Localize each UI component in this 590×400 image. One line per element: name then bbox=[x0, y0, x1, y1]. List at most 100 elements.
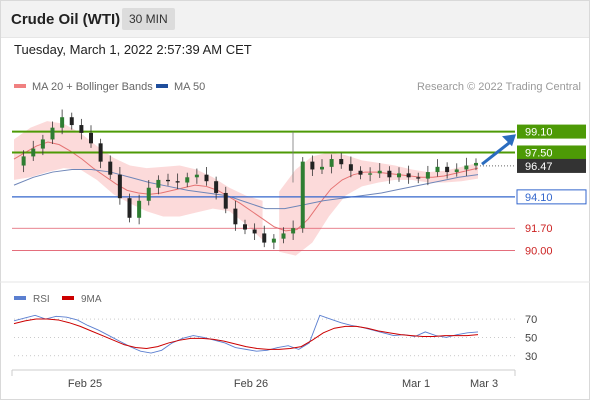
price-tag-label-90.00: 90.00 bbox=[525, 245, 553, 257]
x-tick-3: Mar 3 bbox=[470, 378, 498, 390]
copyright-note: Research © 2022 Trading Central bbox=[417, 81, 581, 93]
candle-body bbox=[60, 117, 65, 128]
candle bbox=[454, 163, 459, 177]
candle-body bbox=[454, 169, 459, 173]
candle bbox=[271, 234, 276, 250]
chart-timestamp: Tuesday, March 1, 2022 2:57:39 AM CET bbox=[14, 42, 252, 57]
forecast-arrow-head bbox=[502, 134, 516, 147]
candle-body bbox=[271, 238, 276, 243]
candle-body bbox=[348, 164, 353, 171]
rsi-tick-30: 30 bbox=[525, 351, 537, 363]
legend-swatch-1 bbox=[156, 84, 168, 88]
rsi-line bbox=[13, 314, 479, 354]
price-tag-96.47 bbox=[517, 158, 586, 173]
candle bbox=[137, 194, 142, 225]
candle-body bbox=[310, 161, 315, 170]
rsi-ma-line bbox=[13, 318, 479, 350]
candle-body bbox=[89, 132, 93, 144]
candle-body bbox=[397, 173, 401, 178]
candle bbox=[117, 166, 122, 205]
candle-body bbox=[50, 127, 55, 140]
candle-body bbox=[31, 148, 36, 157]
price-tag-97.50 bbox=[517, 145, 586, 160]
candle-body bbox=[185, 177, 190, 183]
candle bbox=[320, 159, 324, 175]
candle bbox=[108, 155, 113, 180]
candle-body bbox=[194, 174, 199, 178]
candle bbox=[166, 173, 170, 186]
price-tag-94.10 bbox=[516, 189, 587, 205]
candle bbox=[223, 186, 228, 214]
candle bbox=[127, 193, 132, 223]
candle bbox=[368, 167, 373, 182]
candle bbox=[281, 227, 286, 244]
candle bbox=[233, 200, 238, 231]
candle-body bbox=[368, 173, 373, 175]
candle bbox=[243, 219, 247, 235]
rsi-legend-label-1: 9MA bbox=[81, 294, 102, 305]
candle bbox=[339, 152, 344, 169]
candle-body bbox=[377, 170, 382, 174]
candle-body bbox=[214, 181, 219, 193]
candle bbox=[194, 168, 199, 184]
candle bbox=[425, 165, 430, 186]
instrument-title: Crude Oil (WTI) bbox=[11, 11, 121, 28]
candle bbox=[348, 156, 353, 178]
candle-body bbox=[425, 172, 430, 179]
candle-body bbox=[320, 166, 324, 170]
candle bbox=[435, 159, 440, 177]
candle bbox=[156, 175, 161, 195]
candle-body bbox=[300, 161, 305, 229]
candle bbox=[262, 225, 267, 248]
x-tick-2: Mar 1 bbox=[402, 378, 430, 390]
candle-body bbox=[339, 159, 344, 165]
price-tag-label-97.50: 97.50 bbox=[525, 147, 553, 159]
price-tag-label-91.70: 91.70 bbox=[525, 223, 553, 235]
forecast-arrow-shaft bbox=[481, 139, 513, 166]
candle-body bbox=[435, 166, 440, 173]
price-tag-label-94.10: 94.10 bbox=[525, 192, 553, 204]
candle bbox=[397, 167, 401, 182]
candle-body bbox=[291, 228, 296, 234]
bollinger-band-1 bbox=[14, 121, 263, 240]
candle-body bbox=[156, 179, 161, 188]
rsi-legend-swatch-1 bbox=[62, 296, 74, 300]
candle bbox=[214, 176, 219, 200]
candle bbox=[40, 134, 45, 156]
candle-body bbox=[137, 200, 142, 218]
candle-body bbox=[252, 229, 257, 234]
candle-body bbox=[146, 187, 151, 201]
candle-body bbox=[243, 224, 247, 230]
candle-body bbox=[204, 174, 209, 182]
candle bbox=[175, 173, 180, 190]
candle-body bbox=[464, 165, 469, 170]
candle bbox=[60, 109, 65, 135]
candle-body bbox=[358, 170, 363, 175]
candle bbox=[252, 223, 257, 240]
candle bbox=[358, 166, 363, 180]
price-tag-label-96.47: 96.47 bbox=[525, 161, 553, 173]
candle-body bbox=[40, 139, 45, 149]
candle-body bbox=[117, 174, 122, 199]
candle-body bbox=[262, 233, 267, 243]
timeframe-badge[interactable]: 30 MIN bbox=[122, 8, 175, 30]
rsi-legend-label-0: RSI bbox=[33, 294, 50, 305]
candle bbox=[89, 125, 93, 148]
candle-body bbox=[21, 156, 26, 166]
candle bbox=[406, 165, 411, 184]
widget-header: Crude Oil (WTI) 30 MIN bbox=[1, 1, 589, 38]
ma50-line bbox=[13, 168, 479, 210]
price-tag-label-99.10: 99.10 bbox=[525, 127, 553, 139]
candle bbox=[31, 140, 36, 161]
candle bbox=[291, 220, 296, 240]
candle-body bbox=[98, 143, 103, 162]
rsi-tick-70: 70 bbox=[525, 314, 537, 326]
x-tick-1: Feb 26 bbox=[234, 378, 268, 390]
legend-swatch-0 bbox=[14, 84, 26, 88]
candle-body bbox=[166, 179, 170, 182]
candle bbox=[21, 150, 26, 173]
candle-body bbox=[69, 117, 74, 126]
candle-body bbox=[387, 170, 392, 178]
candle bbox=[79, 118, 84, 140]
